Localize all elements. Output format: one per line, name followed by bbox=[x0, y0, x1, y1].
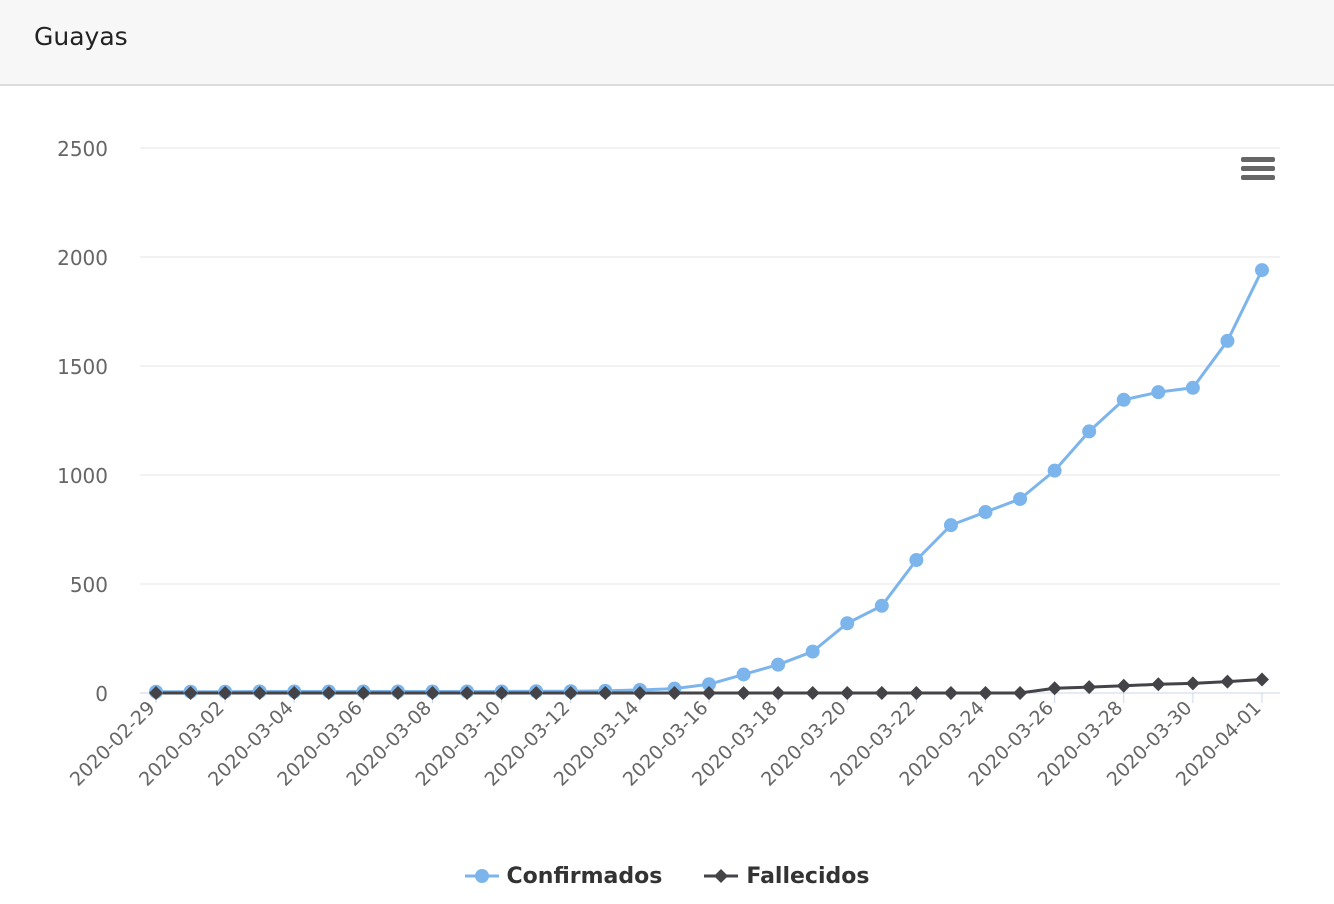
legend-item-fallecidos[interactable]: Fallecidos bbox=[704, 864, 869, 889]
data-point-fallecidos bbox=[771, 686, 786, 700]
data-point-fallecidos bbox=[1116, 678, 1131, 693]
y-tick-label: 1500 bbox=[57, 355, 108, 379]
data-point-fallecidos bbox=[494, 686, 509, 700]
legend-label-fallecidos: Fallecidos bbox=[746, 863, 870, 889]
line-chart: 050010001500200025002020-02-292020-03-02… bbox=[57, 137, 1280, 791]
data-point-confirmados bbox=[805, 644, 820, 659]
data-point-fallecidos bbox=[1013, 686, 1028, 700]
y-tick-label: 1000 bbox=[57, 464, 108, 488]
hamburger-menu-icon-bar bbox=[1241, 166, 1275, 171]
data-point-confirmados bbox=[771, 657, 786, 672]
data-point-fallecidos bbox=[321, 686, 336, 700]
data-point-fallecidos bbox=[805, 686, 820, 700]
y-tick-label: 500 bbox=[70, 573, 108, 597]
data-point-confirmados bbox=[978, 505, 993, 520]
data-point-confirmados bbox=[1255, 263, 1269, 278]
legend-label-confirmados: Confirmados bbox=[506, 863, 663, 889]
data-point-fallecidos bbox=[943, 686, 958, 700]
data-point-fallecidos bbox=[909, 686, 924, 700]
data-point-fallecidos bbox=[356, 686, 371, 700]
data-point-fallecidos bbox=[874, 686, 889, 700]
data-point-fallecidos bbox=[183, 686, 198, 700]
legend-item-confirmados[interactable]: Confirmados bbox=[464, 863, 663, 889]
data-point-confirmados bbox=[736, 667, 751, 682]
data-point-fallecidos bbox=[149, 686, 163, 700]
data-point-fallecidos bbox=[978, 686, 993, 700]
data-point-confirmados bbox=[1082, 424, 1097, 439]
data-point-fallecidos bbox=[1151, 677, 1166, 692]
chart-container: 0 500 1000 1500 2000 2500 2020-02-29 2020-03-02… bbox=[0, 88, 1334, 904]
data-point-confirmados bbox=[909, 553, 924, 568]
data-point-confirmados bbox=[702, 677, 716, 692]
data-point-fallecidos bbox=[1047, 681, 1062, 696]
hamburger-menu-icon bbox=[1241, 157, 1275, 162]
data-point-fallecidos bbox=[840, 686, 855, 700]
data-point-fallecidos bbox=[736, 686, 751, 700]
y-tick-label: 2000 bbox=[57, 246, 108, 270]
data-point-fallecidos bbox=[287, 686, 302, 700]
data-point-fallecidos bbox=[529, 686, 544, 700]
data-point-confirmados bbox=[874, 598, 889, 613]
data-point-confirmados bbox=[840, 616, 855, 631]
diamond-marker-icon bbox=[704, 869, 739, 883]
y-tick-label: 0 bbox=[95, 682, 108, 706]
data-point-fallecidos bbox=[563, 686, 578, 700]
data-point-fallecidos bbox=[460, 686, 475, 700]
data-point-confirmados bbox=[943, 518, 958, 533]
data-point-fallecidos bbox=[1255, 672, 1269, 687]
data-point-fallecidos bbox=[598, 686, 613, 700]
data-point-confirmados bbox=[1013, 491, 1028, 506]
data-point-confirmados bbox=[1151, 385, 1166, 400]
y-tick-label: 2500 bbox=[57, 137, 108, 161]
data-point-fallecidos bbox=[702, 686, 716, 700]
series-line-confirmados bbox=[156, 269, 1264, 694]
data-point-confirmados bbox=[1116, 392, 1131, 407]
data-point-fallecidos bbox=[1220, 674, 1235, 689]
hamburger-menu-icon-bar bbox=[1241, 175, 1275, 180]
data-point-confirmados bbox=[1047, 463, 1062, 478]
chart-legend: Confirmados Fallecidos bbox=[0, 860, 1334, 892]
data-point-fallecidos bbox=[252, 686, 267, 700]
data-point-fallecidos bbox=[1082, 680, 1097, 695]
data-point-confirmados bbox=[1185, 380, 1200, 395]
circle-marker-icon bbox=[464, 869, 499, 883]
data-point-fallecidos bbox=[667, 686, 682, 700]
data-point-fallecidos bbox=[1185, 676, 1200, 691]
chart-context-menu-button[interactable] bbox=[1234, 152, 1282, 192]
data-point-fallecidos bbox=[632, 686, 647, 700]
card-header: Guayas bbox=[0, 0, 1334, 86]
data-point-fallecidos bbox=[218, 686, 233, 700]
data-point-fallecidos bbox=[390, 686, 405, 700]
data-point-fallecidos bbox=[425, 686, 440, 700]
data-point-confirmados bbox=[1220, 333, 1235, 348]
chart-card-title: Guayas bbox=[34, 22, 128, 51]
